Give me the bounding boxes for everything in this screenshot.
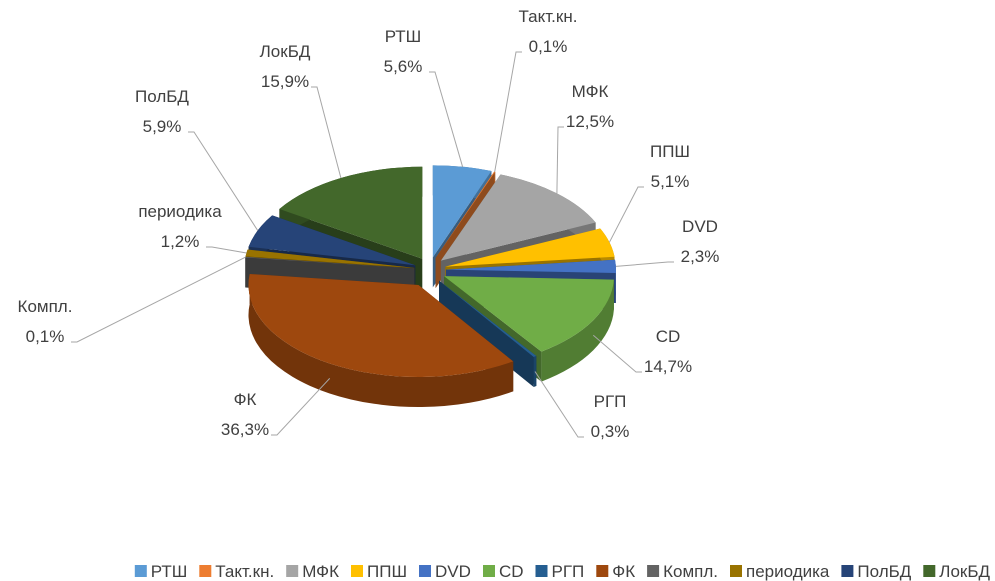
leader-line xyxy=(206,246,247,254)
legend-swatch xyxy=(730,565,742,577)
data-label: 36,3% xyxy=(221,420,269,439)
legend-swatch xyxy=(483,565,495,577)
leader-line xyxy=(615,261,674,267)
leader-line xyxy=(556,126,564,194)
data-label-name: ЛокБД xyxy=(260,42,311,61)
slice xyxy=(245,249,415,268)
legend-item: РГП xyxy=(535,562,585,581)
legend-item: ПолБД xyxy=(841,562,912,581)
legend-swatch xyxy=(286,565,299,577)
data-label-name: периодика xyxy=(138,202,222,221)
legend-label: ЛокБД xyxy=(939,562,990,581)
leader-line xyxy=(494,51,522,172)
legend-swatch xyxy=(923,565,936,577)
data-label-name: Компл. xyxy=(18,297,73,316)
data-label-name: Такт.кн. xyxy=(519,7,578,26)
legend-label: РГП xyxy=(552,562,585,581)
legend-item: ЛокБД xyxy=(923,562,991,581)
legend-item: МФК xyxy=(286,562,339,581)
slice xyxy=(444,276,614,352)
legend-label: Компл. xyxy=(663,562,718,581)
slice xyxy=(248,274,514,378)
legend-item: РТШ xyxy=(134,562,188,581)
legend-item: Такт.кн. xyxy=(199,562,274,581)
leader-line xyxy=(188,131,259,231)
data-label: 2,3% xyxy=(681,247,720,266)
leader-line xyxy=(311,86,342,179)
data-label: 5,6% xyxy=(384,57,423,76)
data-label: 0,1% xyxy=(529,37,568,56)
legend-label: периодика xyxy=(746,562,830,581)
data-label-name: ППШ xyxy=(650,142,690,161)
legend-label: РТШ xyxy=(151,562,188,581)
slice xyxy=(445,228,615,267)
legend-swatch xyxy=(596,565,609,577)
data-label-name: РТШ xyxy=(385,27,422,46)
legend-label: DVD xyxy=(435,562,471,581)
legend-item: DVD xyxy=(419,562,471,581)
data-label-name: МФК xyxy=(572,82,609,101)
legend-item: ФК xyxy=(596,562,635,581)
data-label: 15,9% xyxy=(261,72,309,91)
legend-swatch xyxy=(535,565,548,577)
slice xyxy=(279,166,423,259)
leader-line xyxy=(429,71,464,167)
legend-label: ПолБД xyxy=(857,562,911,581)
legend-label: ППШ xyxy=(367,562,407,581)
legend-swatch xyxy=(199,565,212,577)
legend-item: ППШ xyxy=(351,562,407,581)
slice xyxy=(440,174,596,261)
slice-side xyxy=(541,279,614,382)
legend-label: ФК xyxy=(612,562,635,581)
slice xyxy=(245,256,415,269)
data-label: 12,5% xyxy=(566,112,614,131)
data-label: 5,9% xyxy=(143,117,182,136)
leader-line xyxy=(592,334,642,373)
legend-swatch xyxy=(647,565,660,577)
legend-swatch xyxy=(134,565,147,577)
data-label-name: DVD xyxy=(682,217,718,236)
slice xyxy=(446,259,617,273)
data-label: 0,1% xyxy=(26,327,65,346)
leader-line xyxy=(71,256,246,343)
data-label: 1,2% xyxy=(161,232,200,251)
leader-line xyxy=(271,378,331,436)
leader-line xyxy=(534,371,584,438)
legend-swatch xyxy=(419,565,431,577)
slice xyxy=(435,171,496,258)
data-label: 0,3% xyxy=(591,422,630,441)
data-label-name: РГП xyxy=(594,392,627,411)
legend-item: периодика xyxy=(730,562,830,581)
leader-line xyxy=(608,186,644,243)
legend: РТШ Такт.кн. МФК ППШ DVD CD РГП ФК Компл. периоди… xyxy=(134,562,991,581)
legend-swatch xyxy=(841,565,854,577)
legend-label: МФК xyxy=(302,562,339,581)
data-label: 14,7% xyxy=(644,357,692,376)
slice-side xyxy=(248,274,514,408)
slice xyxy=(432,165,492,258)
data-label-name: CD xyxy=(656,327,681,346)
legend-swatch xyxy=(351,565,363,577)
legend-label: Такт.кн. xyxy=(215,562,274,581)
data-label-name: ПолБД xyxy=(135,87,189,106)
data-label: 5,1% xyxy=(651,172,690,191)
legend-item: Компл. xyxy=(647,562,718,581)
slice xyxy=(248,215,416,266)
slice xyxy=(439,280,537,357)
legend-label: CD xyxy=(499,562,524,581)
data-label-name: ФК xyxy=(234,390,257,409)
legend-item: CD xyxy=(483,562,524,581)
